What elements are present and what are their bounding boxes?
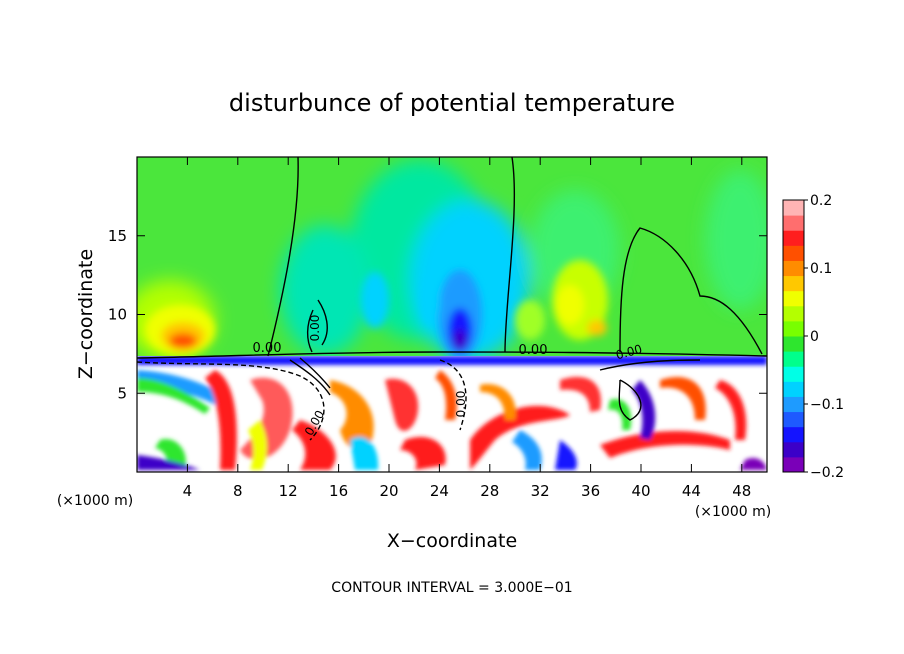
contour-label: 0.00 (308, 315, 322, 342)
x-unit-right: (×1000 m) (695, 504, 771, 520)
contour-near-source-a (317, 299, 328, 346)
contour-label: 0.00 (454, 391, 468, 418)
chart-title: disturbunce of potential temperature (229, 89, 675, 117)
colorbar-cell (783, 411, 804, 428)
contour-lower-e (289, 359, 331, 396)
contour-label: 0.00 (253, 341, 282, 356)
x-tick-label: 48 (732, 482, 751, 500)
lower-layer (137, 356, 767, 472)
x-tick-label: 12 (279, 482, 298, 500)
contour-interval-note: CONTOUR INTERVAL = 3.000E−01 (331, 580, 572, 596)
contour-zero-mid (504, 157, 516, 353)
x-unit-left: (×1000 m) (57, 493, 133, 509)
colorbar-cell (783, 456, 804, 473)
colorbar: 0.2 0.1 0 −0.1 −0.2 (782, 193, 844, 481)
y-axis: 5 10 15 (108, 227, 767, 402)
x-tick-label: 16 (329, 482, 348, 500)
colorbar-cell (783, 230, 804, 246)
colorbar-cell (783, 245, 804, 261)
contour-lower-c (599, 359, 701, 371)
colorbar-cell (783, 396, 804, 413)
x-tick-label: 40 (631, 482, 650, 500)
x-tick-label: 36 (581, 482, 600, 500)
x-tick-label: 4 (183, 482, 193, 500)
y-axis-label: Z−coordinate (75, 249, 97, 379)
colorbar-cell (783, 336, 804, 352)
colorbar-tick-label: 0.2 (810, 193, 832, 209)
contour-lower-a (137, 361, 325, 441)
y-tick-label: 15 (108, 227, 127, 245)
upper-layer (137, 157, 767, 356)
contour-near-source-b (306, 309, 314, 353)
y-tick-label: 5 (117, 384, 127, 402)
contour-zero-left (267, 157, 299, 357)
y-tick-label: 10 (108, 306, 127, 324)
x-tick-label: 24 (430, 482, 449, 500)
colorbar-cell (783, 305, 804, 322)
contour-lower-b (439, 359, 467, 431)
contour-lower-d (618, 379, 642, 421)
contour-zero-interface (137, 351, 767, 359)
colorbar-cell (783, 366, 804, 382)
contour-lines (137, 157, 767, 441)
colorbar-ticks: 0.2 0.1 0 −0.1 −0.2 (804, 193, 844, 481)
colorbar-tick-label: −0.2 (810, 465, 844, 481)
x-tick-label: 28 (480, 482, 499, 500)
contour-lower-f (299, 357, 331, 389)
x-axis: 4 8 12 16 20 24 28 32 36 40 44 48 (183, 157, 751, 500)
colorbar-cell (783, 320, 804, 337)
contour-zero-right (619, 227, 763, 355)
colorbar-cell (783, 441, 804, 458)
contour-field (137, 157, 767, 472)
x-tick-label: 32 (531, 482, 550, 500)
colorbar-tick-label: −0.1 (810, 397, 844, 413)
contour-label: 0.00 (519, 343, 548, 358)
contour-label: 0.00 (614, 342, 643, 362)
colorbar-cell (783, 351, 804, 367)
x-tick-label: 20 (379, 482, 398, 500)
colorbar-cells (783, 200, 804, 473)
colorbar-cell (783, 215, 804, 231)
colorbar-cell (783, 200, 804, 216)
colorbar-cell (783, 426, 804, 443)
x-tick-label: 8 (233, 482, 243, 500)
x-tick-label: 44 (682, 482, 701, 500)
x-axis-label: X−coordinate (387, 530, 517, 552)
colorbar-cell (783, 260, 804, 277)
colorbar-tick-label: 0 (810, 329, 819, 345)
colorbar-cell (783, 290, 804, 307)
colorbar-cell (783, 381, 804, 397)
colorbar-tick-label: 0.1 (810, 261, 832, 277)
colorbar-cell (783, 275, 804, 292)
